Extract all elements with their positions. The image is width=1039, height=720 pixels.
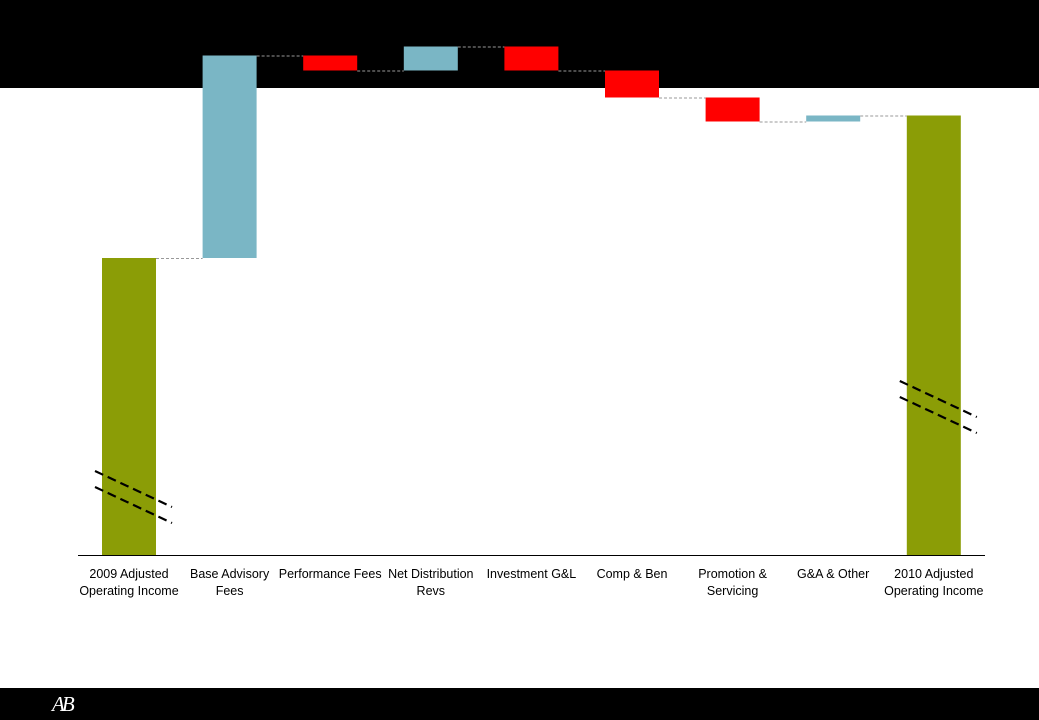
category-label-promotion-and-servicing: Promotion & Servicing <box>698 567 767 598</box>
bar-comp-and-ben <box>605 70 659 98</box>
category-label-performance-fees: Performance Fees <box>278 567 382 581</box>
bar-promotion-and-servicing <box>705 97 760 122</box>
bar-performance-fees <box>303 55 358 71</box>
category-label-net-distribution-revs: Net Distribution Revs <box>388 567 474 598</box>
category-label-2009-adjusted-operating-income: 2009 Adjusted Operating Income <box>79 567 179 598</box>
axis-break-mark <box>899 396 978 434</box>
axis-break-mark <box>94 470 173 508</box>
category-label-ganda-and-other: G&A & Other <box>797 567 870 581</box>
axis-break-mark <box>94 486 173 524</box>
ab-logo: AB <box>52 692 75 716</box>
category-label-base-advisory-fees: Base Advisory Fees <box>189 567 270 598</box>
bars-layer <box>102 46 961 555</box>
bar-2010-adjusted-operating-income <box>906 115 961 555</box>
header-band <box>0 0 1039 88</box>
footer-band <box>0 688 1039 720</box>
bar-2009-adjusted-operating-income <box>102 258 156 555</box>
category-label-comp-and-ben: Comp & Ben <box>596 567 668 581</box>
axis-break-marks <box>94 380 978 524</box>
bar-base-advisory-fees <box>202 55 257 258</box>
bar-ganda-and-other <box>806 115 861 122</box>
axis-break-mark <box>899 380 978 418</box>
category-label-investment-gandl: Investment G&L <box>486 567 577 581</box>
bar-investment-gandl <box>504 46 559 71</box>
bar-net-distribution-revs <box>403 46 458 71</box>
connectors-layer <box>156 46 907 259</box>
category-label-2010-adjusted-operating-income: 2010 Adjusted Operating Income <box>884 567 984 598</box>
